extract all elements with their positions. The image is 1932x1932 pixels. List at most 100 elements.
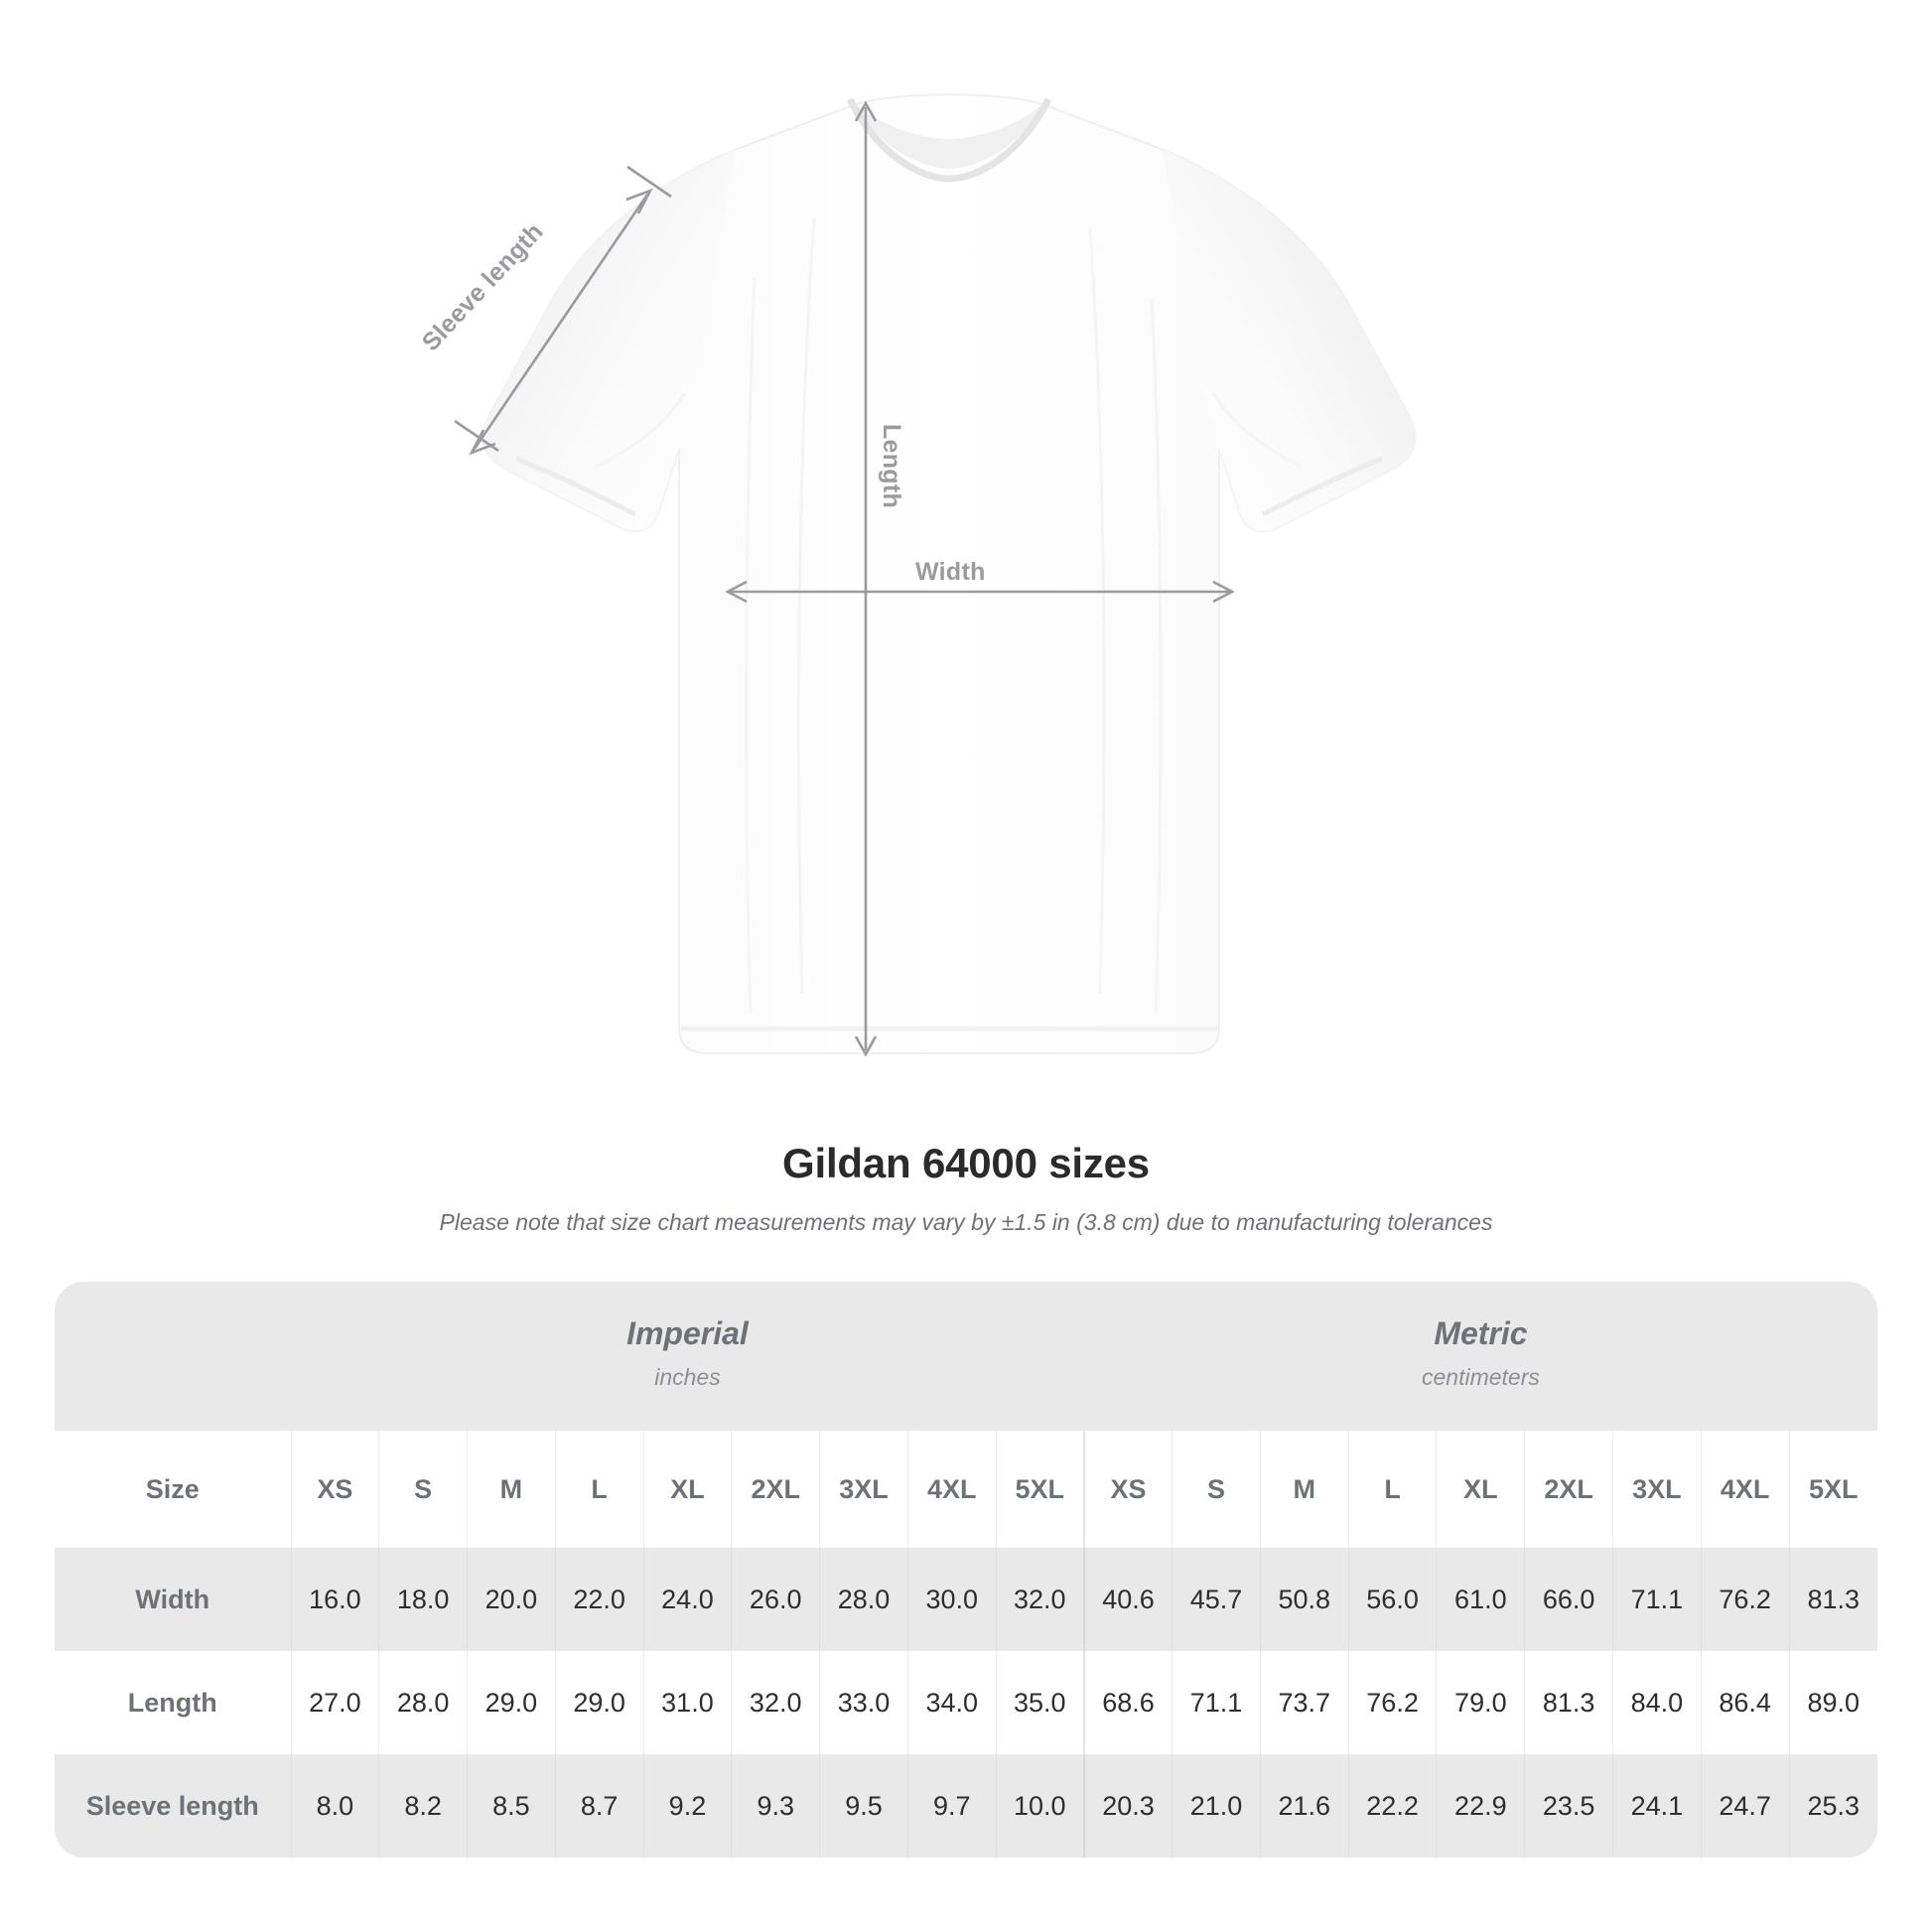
cell-length-imperial-s: 28.0 bbox=[378, 1651, 468, 1754]
fabric-folds bbox=[595, 217, 1302, 1014]
collar-rib bbox=[846, 97, 1052, 183]
left-sleeve bbox=[483, 149, 737, 532]
header-metric-xs: XS bbox=[1082, 1431, 1173, 1548]
cell-width-metric-s: 45.7 bbox=[1172, 1548, 1261, 1651]
left-sleeve-hem bbox=[515, 456, 637, 517]
header-metric-4xl: 4XL bbox=[1700, 1431, 1790, 1548]
cell-length-imperial-xs: 27.0 bbox=[290, 1651, 379, 1754]
header-imperial-m: M bbox=[467, 1431, 556, 1548]
cell-sleeve-metric-4xl: 24.7 bbox=[1700, 1754, 1790, 1858]
cell-length-metric-3xl: 84.0 bbox=[1611, 1651, 1702, 1754]
cell-sleeve-imperial-2xl: 9.3 bbox=[731, 1754, 820, 1858]
width-label: Width bbox=[915, 558, 986, 586]
size-table-container: Imperial inches Metric centimeters Size … bbox=[55, 1282, 1877, 1858]
page-title: Gildan 64000 sizes bbox=[782, 1140, 1150, 1186]
header-imperial-5xl: 5XL bbox=[995, 1431, 1084, 1548]
table-row: Sleeve length 8.0 8.2 8.5 8.7 9.2 9.3 9.… bbox=[55, 1754, 1877, 1858]
cell-width-imperial-5xl: 32.0 bbox=[995, 1548, 1084, 1651]
header-metric-m: M bbox=[1259, 1431, 1349, 1548]
tolerance-note: Please note that size chart measurements… bbox=[439, 1209, 1493, 1235]
size-table: Imperial inches Metric centimeters Size … bbox=[55, 1282, 1877, 1858]
cell-sleeve-metric-xl: 22.9 bbox=[1436, 1754, 1525, 1858]
header-metric-s: S bbox=[1172, 1431, 1261, 1548]
cell-sleeve-metric-s: 21.0 bbox=[1172, 1754, 1261, 1858]
header-imperial-4xl: 4XL bbox=[906, 1431, 997, 1548]
cell-sleeve-imperial-4xl: 9.7 bbox=[906, 1754, 997, 1858]
cell-width-imperial-l: 22.0 bbox=[554, 1548, 644, 1651]
cell-sleeve-metric-xs: 20.3 bbox=[1082, 1754, 1173, 1858]
cell-length-metric-xs: 68.6 bbox=[1082, 1651, 1173, 1754]
cell-width-metric-4xl: 76.2 bbox=[1700, 1548, 1790, 1651]
header-imperial-l: L bbox=[554, 1431, 644, 1548]
sleeve-arrow-top bbox=[625, 188, 653, 214]
cell-sleeve-imperial-5xl: 10.0 bbox=[995, 1754, 1084, 1858]
tshirt-illustration bbox=[454, 93, 1417, 1057]
cell-width-metric-l: 56.0 bbox=[1347, 1548, 1437, 1651]
header-imperial-3xl: 3XL bbox=[819, 1431, 908, 1548]
cell-length-metric-5xl: 89.0 bbox=[1788, 1651, 1877, 1754]
cell-length-metric-xl: 79.0 bbox=[1436, 1651, 1525, 1754]
cell-sleeve-metric-2xl: 23.5 bbox=[1524, 1754, 1613, 1858]
width-arrow-left bbox=[725, 580, 748, 604]
unit-imperial-name: Imperial bbox=[626, 1315, 749, 1351]
title-block: Gildan 64000 sizes Please note that size… bbox=[0, 1140, 1932, 1236]
cell-length-metric-2xl: 81.3 bbox=[1524, 1651, 1613, 1754]
length-label: Length bbox=[878, 423, 906, 509]
collar bbox=[856, 104, 1042, 169]
sleeve-tick-top bbox=[626, 165, 672, 199]
width-arrow-right bbox=[1212, 580, 1235, 604]
cell-length-imperial-5xl: 35.0 bbox=[995, 1651, 1084, 1754]
row-label-width: Width bbox=[55, 1548, 291, 1651]
cell-width-imperial-xs: 16.0 bbox=[290, 1548, 379, 1651]
cell-sleeve-metric-5xl: 25.3 bbox=[1788, 1754, 1877, 1858]
cell-length-metric-l: 76.2 bbox=[1347, 1651, 1437, 1754]
cell-sleeve-imperial-s: 8.2 bbox=[378, 1754, 468, 1858]
cell-length-metric-4xl: 86.4 bbox=[1700, 1651, 1790, 1754]
cell-length-imperial-4xl: 34.0 bbox=[906, 1651, 997, 1754]
row-label-length: Length bbox=[55, 1651, 291, 1754]
tshirt-diagram: Sleeve length Length Width bbox=[417, 93, 1417, 1057]
row-label-sleeve-length: Sleeve length bbox=[55, 1754, 291, 1858]
cell-length-metric-s: 71.1 bbox=[1172, 1651, 1261, 1754]
cell-length-imperial-3xl: 33.0 bbox=[819, 1651, 908, 1754]
length-arrow-bottom bbox=[854, 1035, 878, 1057]
header-metric-l: L bbox=[1347, 1431, 1437, 1548]
cell-width-imperial-xl: 24.0 bbox=[642, 1548, 732, 1651]
unit-metric-name: Metric bbox=[1434, 1315, 1528, 1351]
table-row: Width 16.0 18.0 20.0 22.0 24.0 26.0 28.0… bbox=[55, 1548, 1877, 1651]
cell-length-imperial-m: 29.0 bbox=[467, 1651, 556, 1754]
measurement-lines bbox=[454, 100, 1235, 1057]
header-metric-xl: XL bbox=[1436, 1431, 1525, 1548]
cell-sleeve-metric-m: 21.6 bbox=[1259, 1754, 1349, 1858]
header-imperial-s: S bbox=[378, 1431, 468, 1548]
unit-metric-sub: centimeters bbox=[1422, 1364, 1540, 1390]
header-imperial-xl: XL bbox=[642, 1431, 732, 1548]
cell-width-imperial-2xl: 26.0 bbox=[731, 1548, 820, 1651]
cell-length-imperial-xl: 31.0 bbox=[642, 1651, 732, 1754]
cell-sleeve-metric-3xl: 24.1 bbox=[1611, 1754, 1702, 1858]
cell-width-imperial-3xl: 28.0 bbox=[819, 1548, 908, 1651]
cell-width-metric-2xl: 66.0 bbox=[1524, 1548, 1613, 1651]
cell-width-metric-5xl: 81.3 bbox=[1788, 1548, 1877, 1651]
cell-width-imperial-4xl: 30.0 bbox=[906, 1548, 997, 1651]
cell-length-imperial-2xl: 32.0 bbox=[731, 1651, 820, 1754]
length-arrow-top bbox=[854, 100, 878, 122]
sleeve-line bbox=[473, 194, 649, 450]
unit-band-row: Imperial inches Metric centimeters bbox=[55, 1282, 1877, 1431]
unit-imperial-cell: Imperial inches bbox=[291, 1282, 1084, 1431]
cell-length-metric-m: 73.7 bbox=[1259, 1651, 1349, 1754]
cell-sleeve-imperial-3xl: 9.5 bbox=[819, 1754, 908, 1858]
right-sleeve bbox=[1162, 149, 1416, 532]
cell-width-metric-m: 50.8 bbox=[1259, 1548, 1349, 1651]
unit-imperial-sub: inches bbox=[654, 1364, 721, 1390]
table-row: Length 27.0 28.0 29.0 29.0 31.0 32.0 33.… bbox=[55, 1651, 1877, 1754]
cell-width-metric-xl: 61.0 bbox=[1436, 1548, 1525, 1651]
header-imperial-2xl: 2XL bbox=[731, 1431, 820, 1548]
cell-sleeve-imperial-m: 8.5 bbox=[467, 1754, 556, 1858]
right-sleeve-hem bbox=[1261, 456, 1383, 517]
header-size-label: Size bbox=[55, 1431, 291, 1548]
cell-length-imperial-l: 29.0 bbox=[554, 1651, 644, 1754]
cell-width-imperial-s: 18.0 bbox=[378, 1548, 468, 1651]
sleeve-tick-bottom bbox=[454, 419, 499, 453]
